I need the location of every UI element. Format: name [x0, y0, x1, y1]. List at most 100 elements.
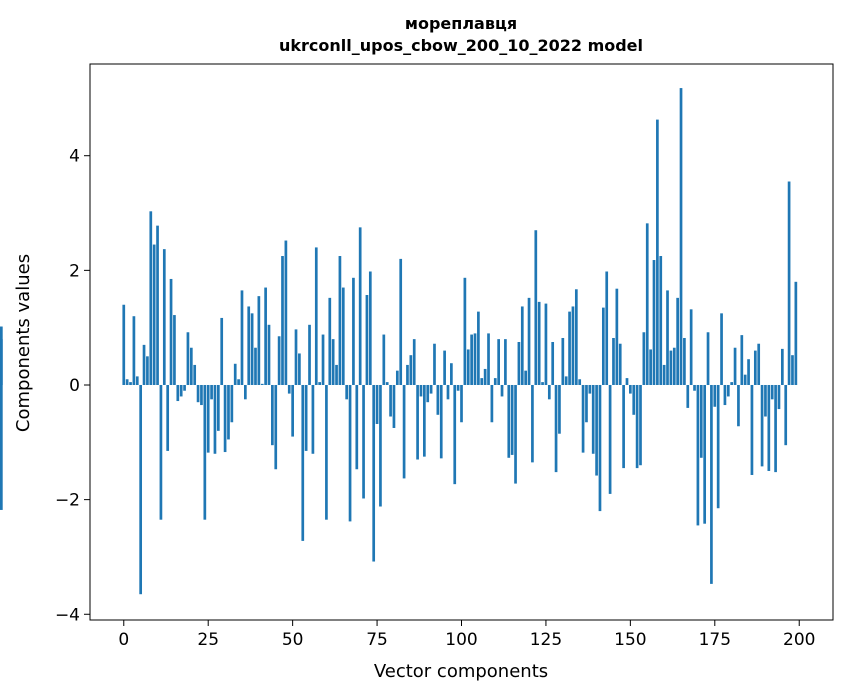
- bar: [470, 334, 473, 385]
- bar: [325, 384, 328, 520]
- bar: [169, 278, 173, 385]
- bar: [483, 368, 487, 385]
- bar: [338, 256, 342, 385]
- bar: [281, 256, 284, 385]
- bar: [574, 289, 578, 385]
- bar: [304, 384, 308, 451]
- bar: [267, 324, 271, 385]
- bar: [534, 230, 538, 385]
- bar: [608, 384, 612, 494]
- bar: [423, 384, 426, 457]
- bar: [436, 384, 440, 415]
- bar: [787, 181, 791, 385]
- bar: [672, 347, 676, 385]
- bar: [382, 334, 386, 385]
- bar: [179, 384, 183, 397]
- bar: [149, 211, 153, 385]
- bar: [135, 376, 139, 385]
- bar: [578, 379, 582, 385]
- bar: [666, 290, 669, 385]
- bar: [368, 271, 372, 385]
- bar: [247, 306, 251, 385]
- bar: [358, 227, 362, 385]
- bar: [747, 359, 750, 385]
- bar: [618, 343, 622, 385]
- bar: [227, 384, 230, 440]
- bar: [450, 363, 453, 385]
- bar: [656, 119, 659, 385]
- bar: [321, 334, 325, 385]
- bar: [456, 384, 460, 391]
- bar: [328, 297, 332, 385]
- bar: [341, 287, 345, 385]
- bar: [544, 303, 548, 385]
- bar: [686, 384, 690, 408]
- bar: [240, 290, 244, 385]
- bar: [355, 384, 359, 470]
- bar: [514, 384, 517, 484]
- bar: [139, 384, 143, 595]
- bar: [669, 350, 673, 385]
- bar: [767, 384, 771, 471]
- bar: [271, 384, 274, 446]
- x-tick-label: 175: [699, 630, 731, 650]
- bar: [412, 339, 416, 385]
- bar: [558, 384, 561, 434]
- x-tick-label: 125: [530, 630, 562, 650]
- bar: [443, 350, 446, 385]
- x-tick-label: 75: [366, 630, 388, 650]
- bar: [176, 384, 180, 402]
- bar: [625, 378, 629, 385]
- bar: [409, 355, 413, 385]
- bar: [142, 344, 146, 385]
- bar: [395, 370, 399, 385]
- bar: [753, 350, 757, 385]
- bar: [699, 384, 703, 458]
- bar: [639, 384, 642, 466]
- bar: [213, 384, 217, 454]
- bar: [612, 337, 615, 385]
- bar: [757, 343, 761, 385]
- bar: [622, 384, 625, 469]
- bar: [598, 384, 602, 512]
- bar: [385, 382, 389, 385]
- bar: [156, 225, 159, 385]
- bar: [463, 277, 467, 385]
- bar: [318, 382, 321, 385]
- bar: [487, 333, 490, 385]
- bar: [210, 384, 213, 400]
- bar: [257, 296, 261, 385]
- bar: [710, 384, 713, 584]
- bar: [301, 384, 305, 541]
- bar: [233, 363, 237, 385]
- bar: [311, 384, 315, 454]
- bar: [446, 384, 450, 400]
- x-tick-label: 50: [282, 630, 304, 650]
- bar: [493, 378, 497, 385]
- bar: [696, 384, 700, 526]
- bar: [129, 382, 132, 385]
- bar: [125, 379, 129, 385]
- bar: [554, 384, 558, 473]
- bar: [645, 223, 649, 385]
- bar: [220, 317, 224, 385]
- bar: [399, 258, 403, 385]
- bar: [720, 313, 723, 385]
- bar: [507, 384, 511, 458]
- bar: [264, 287, 267, 385]
- bar: [564, 376, 568, 385]
- bar: [406, 364, 409, 385]
- bar: [601, 307, 605, 385]
- bar: [392, 384, 396, 428]
- bar: [335, 364, 338, 385]
- bar: [547, 384, 551, 400]
- bar: [331, 339, 335, 385]
- bar: [537, 301, 541, 385]
- bar: [733, 347, 737, 385]
- bar: [649, 349, 652, 385]
- bar: [230, 384, 234, 423]
- bar: [723, 384, 727, 406]
- bar: [635, 384, 639, 469]
